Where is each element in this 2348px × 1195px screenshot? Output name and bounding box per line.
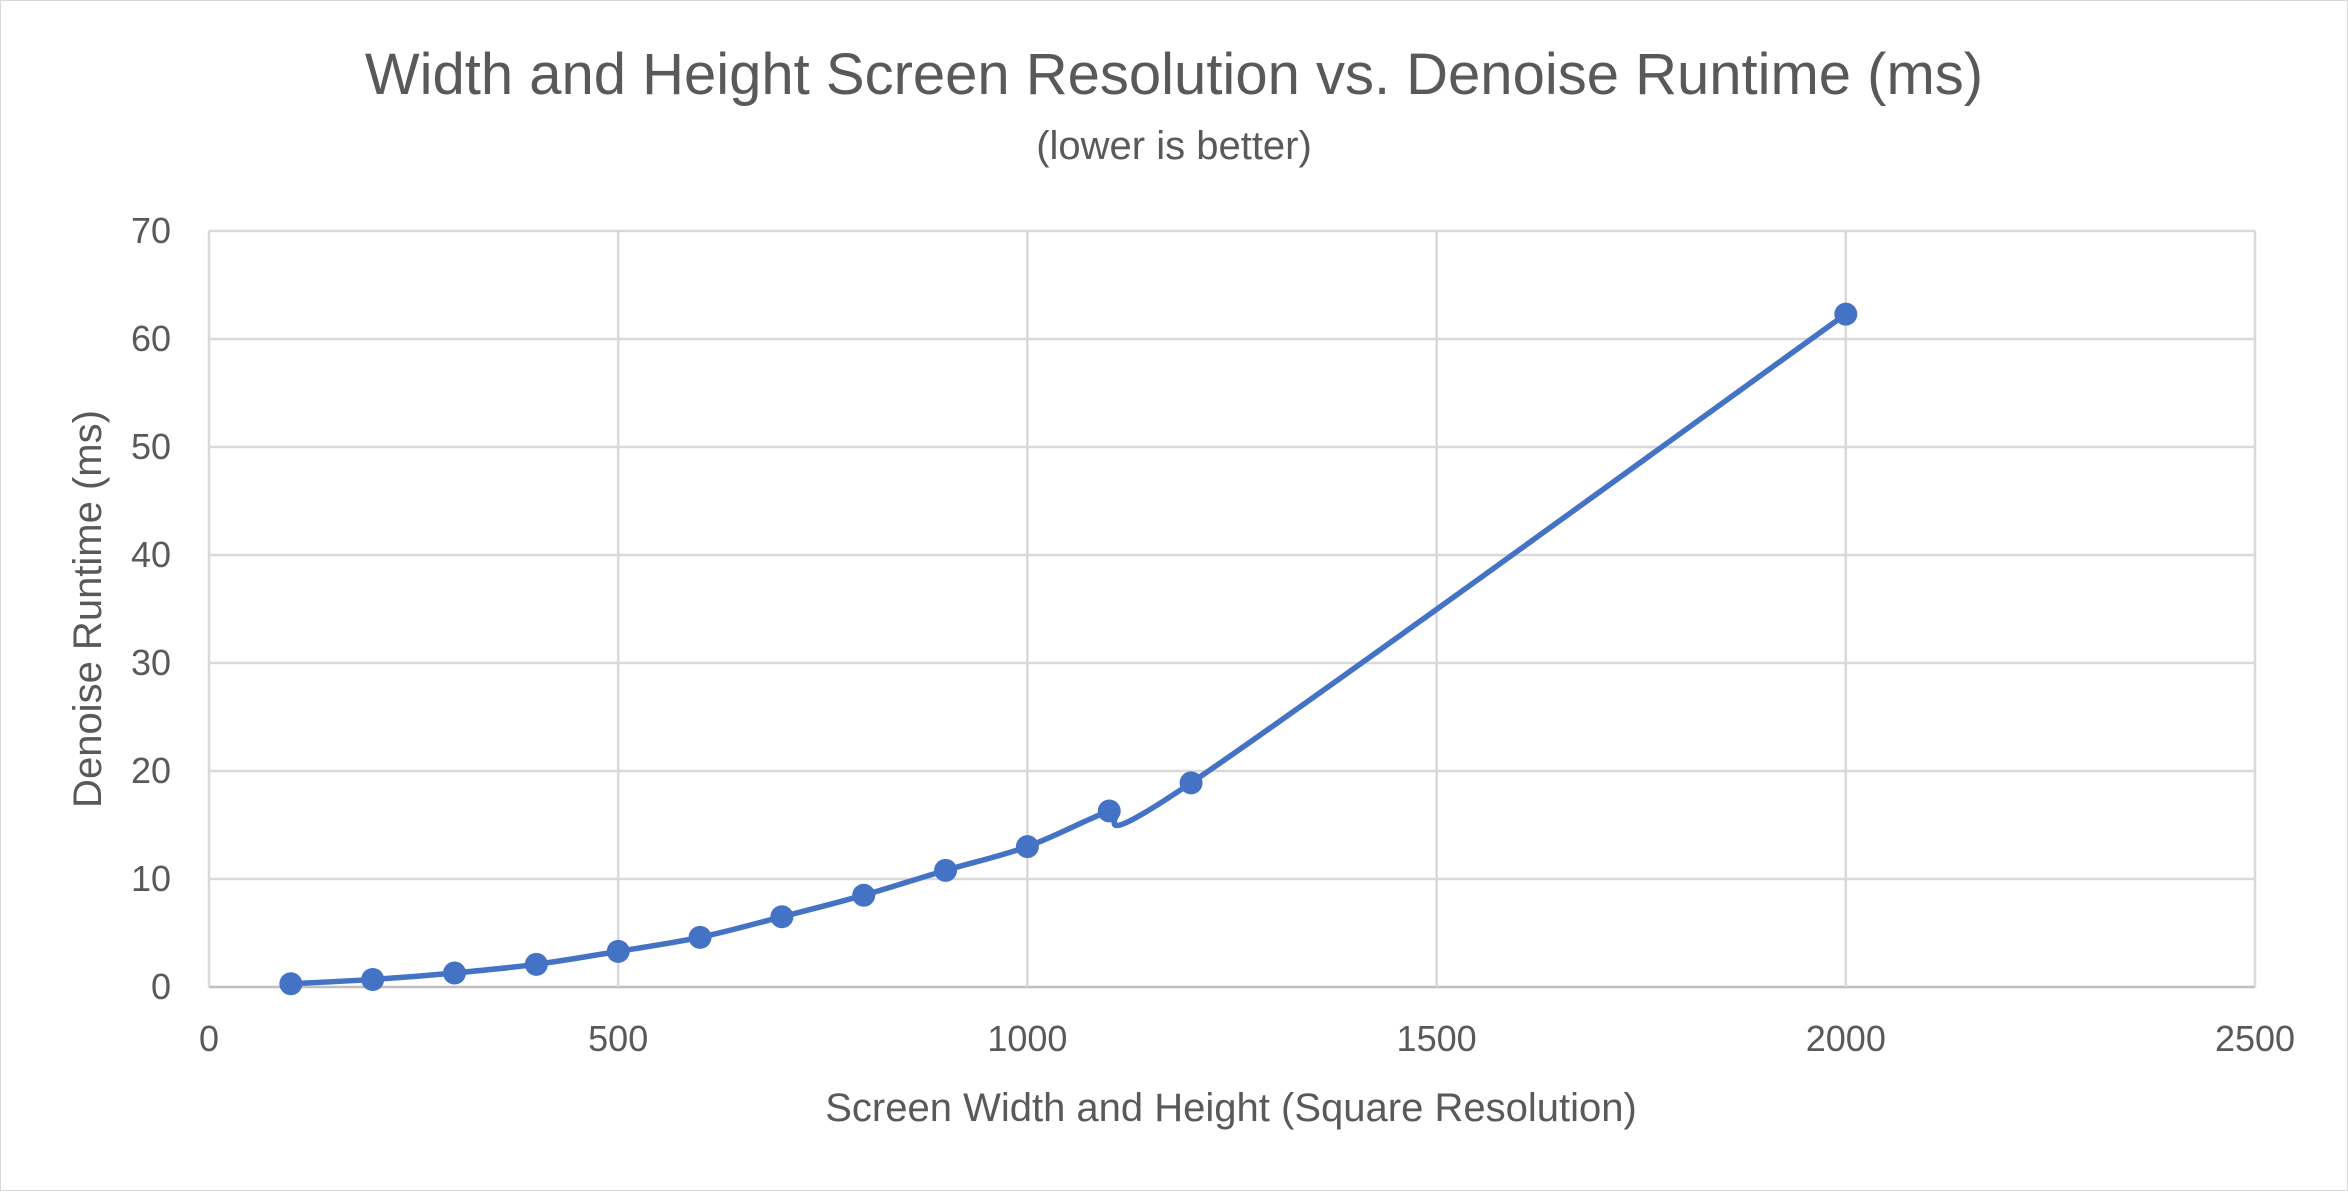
chart-title: Width and Height Screen Resolution vs. D… bbox=[365, 42, 1983, 107]
y-axis-title: Denoise Runtime (ms) bbox=[66, 410, 110, 808]
data-point bbox=[1834, 302, 1858, 326]
chart-subtitle: (lower is better) bbox=[1036, 124, 1312, 168]
x-tick-label: 2500 bbox=[2215, 1018, 2295, 1059]
data-point bbox=[606, 939, 630, 963]
data-point bbox=[852, 883, 876, 907]
data-series bbox=[279, 302, 1858, 996]
y-tick-label: 10 bbox=[131, 858, 171, 899]
data-point bbox=[934, 858, 958, 882]
y-tick-label: 0 bbox=[151, 966, 171, 1007]
gridlines bbox=[207, 229, 2257, 989]
x-tick-label: 2000 bbox=[1806, 1018, 1886, 1059]
data-point bbox=[688, 925, 712, 949]
data-point bbox=[443, 961, 467, 985]
data-point bbox=[361, 967, 385, 991]
y-tick-label: 20 bbox=[131, 750, 171, 791]
x-tick-label: 500 bbox=[588, 1018, 648, 1059]
x-tick-label: 0 bbox=[199, 1018, 219, 1059]
y-tick-label: 60 bbox=[131, 318, 171, 359]
data-point bbox=[1179, 771, 1203, 795]
data-point bbox=[1015, 835, 1039, 859]
axis-tick-labels: 0 10 20 30 40 50 60 70 0 500 1000 1500 2000 2500 bbox=[131, 210, 2295, 1059]
y-tick-label: 50 bbox=[131, 426, 171, 467]
y-tick-label: 40 bbox=[131, 534, 171, 575]
y-tick-label: 70 bbox=[131, 210, 171, 251]
data-point bbox=[770, 905, 794, 929]
x-tick-label: 1000 bbox=[987, 1018, 1067, 1059]
data-point bbox=[1097, 799, 1121, 823]
y-tick-label: 30 bbox=[131, 642, 171, 683]
series-line bbox=[288, 311, 1849, 987]
x-tick-label: 1500 bbox=[1397, 1018, 1477, 1059]
x-axis-title: Screen Width and Height (Square Resoluti… bbox=[825, 1086, 1637, 1130]
data-point bbox=[524, 952, 548, 976]
data-point bbox=[279, 972, 303, 996]
